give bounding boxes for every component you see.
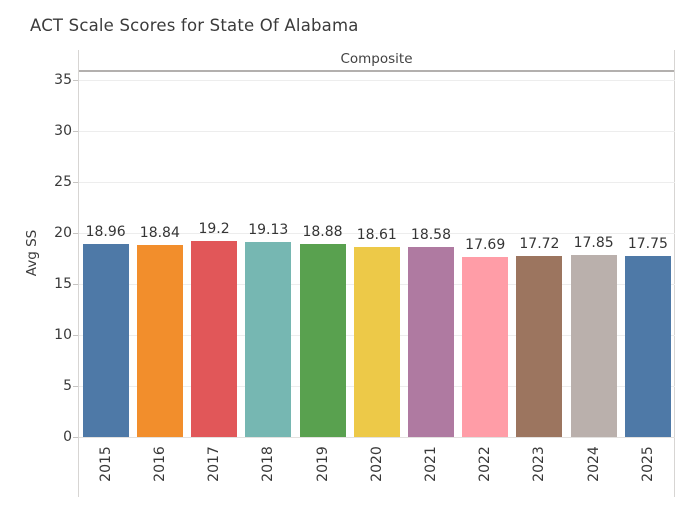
x-tick-label: 2018 — [260, 446, 277, 482]
y-tick-mark — [73, 232, 78, 234]
bar-value-label: 19.13 — [248, 221, 289, 238]
y-tick-mark — [73, 334, 78, 336]
bar-value-label: 18.96 — [85, 223, 126, 240]
x-tick-label: 2020 — [368, 446, 385, 482]
y-tick-label: 30 — [54, 123, 72, 139]
bar-value-label: 18.58 — [410, 227, 452, 244]
bar-value-label: 17.85 — [573, 234, 614, 251]
bar-value-label: 18.61 — [356, 227, 397, 244]
y-tick-mark — [73, 385, 78, 387]
bar-value-label: 17.72 — [519, 236, 560, 253]
plot-left-spine — [78, 50, 79, 497]
bar-value-label: 18.88 — [302, 224, 343, 241]
y-gridline — [79, 79, 675, 81]
bar-value-label: 17.75 — [627, 235, 668, 252]
bar[interactable] — [299, 244, 346, 437]
x-tick-label: 2016 — [151, 446, 168, 482]
y-gridline — [79, 181, 675, 183]
y-gridline — [79, 130, 675, 132]
x-tick-label: 2023 — [531, 446, 548, 482]
y-tick-label: 15 — [54, 276, 72, 292]
bar[interactable] — [407, 247, 454, 437]
chart-title: ACT Scale Scores for State Of Alabama — [30, 16, 359, 35]
bar[interactable] — [462, 256, 509, 437]
y-tick-label: 10 — [54, 327, 72, 343]
x-tick-label: 2025 — [639, 446, 656, 482]
x-tick-label: 2021 — [422, 446, 439, 482]
x-tick-label: 2015 — [97, 446, 114, 482]
y-tick-label: 5 — [63, 378, 72, 394]
bar[interactable] — [353, 247, 400, 437]
bar-value-label: 17.69 — [465, 236, 506, 253]
plot-right-spine — [674, 50, 675, 497]
x-tick-label: 2019 — [314, 446, 331, 482]
facet-header-divider — [78, 70, 675, 72]
x-tick-label: 2024 — [585, 446, 602, 482]
bar[interactable] — [191, 241, 238, 437]
y-tick-mark — [73, 283, 78, 285]
bar[interactable] — [82, 243, 129, 437]
y-tick-mark — [73, 181, 78, 183]
y-tick-mark — [73, 130, 78, 132]
bar[interactable] — [624, 255, 671, 437]
y-gridline — [79, 232, 675, 234]
bar[interactable] — [516, 256, 563, 437]
bar-value-label: 19.2 — [198, 221, 230, 238]
bar[interactable] — [245, 241, 292, 437]
y-tick-label: 0 — [63, 429, 72, 445]
x-tick-label: 2017 — [206, 446, 223, 482]
y-tick-mark — [73, 436, 78, 438]
bar[interactable] — [570, 254, 617, 437]
bar[interactable] — [136, 244, 183, 437]
x-tick-label: 2022 — [477, 446, 494, 482]
y-tick-label: 20 — [54, 225, 72, 241]
y-tick-mark — [73, 79, 78, 81]
y-gridline — [79, 436, 675, 438]
y-tick-label: 25 — [54, 174, 72, 190]
facet-column-header: Composite — [340, 51, 413, 67]
y-tick-label: 35 — [54, 72, 72, 88]
bar-value-label: 18.84 — [139, 224, 180, 241]
